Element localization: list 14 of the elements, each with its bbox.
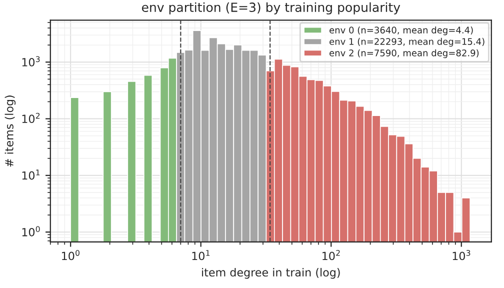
legend-label: env 0 (n=3640, mean deg=4.4) <box>330 26 473 36</box>
x-tick-label: 10$^{1}$ <box>192 250 210 260</box>
y-tick-label: 10$^{0}$ <box>22 226 40 236</box>
legend-label: env 2 (n=7590, mean deg=82.9) <box>330 49 479 58</box>
y-tick-label: 10$^{3}$ <box>22 56 40 66</box>
y-tick-label: 10$^{2}$ <box>22 112 40 124</box>
x-tick-label: 10$^{2}$ <box>322 250 340 260</box>
x-tick-label: 10$^{0}$ <box>62 250 80 260</box>
y-tick-label: 10$^{1}$ <box>22 170 40 180</box>
chart-title: env partition (E=3) by training popularity <box>142 2 400 14</box>
x-axis-title: item degree in train (log) <box>202 268 340 279</box>
y-axis-title: # items (log) <box>4 96 16 167</box>
x-tick-label: 10$^{3}$ <box>452 250 470 260</box>
legend-label: env 1 (n=22293, mean deg=15.4) <box>330 38 484 47</box>
